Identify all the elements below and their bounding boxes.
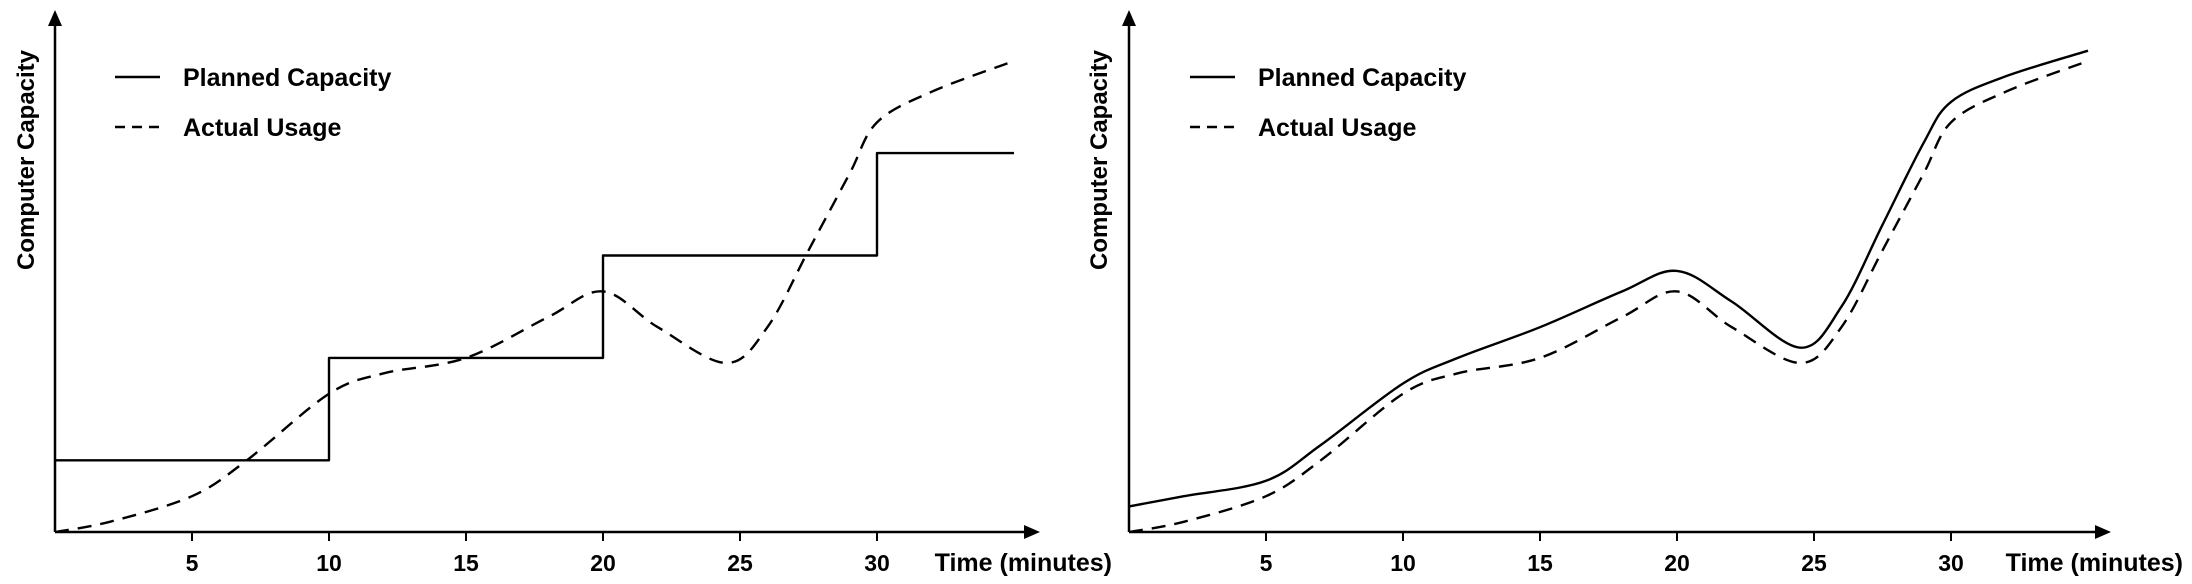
y-axis-label: Computer Capacity — [1086, 49, 1113, 270]
x-axis-label: Time (minutes) — [2006, 549, 2183, 577]
x-tick-label: 10 — [1390, 550, 1416, 576]
x-tick-label: 30 — [1938, 550, 1964, 576]
x-tick-label: 30 — [864, 550, 890, 576]
legend-label-planned-capacity: Planned Capacity — [1258, 64, 1466, 92]
y-axis-arrow — [1122, 10, 1136, 26]
x-tick-label: 25 — [727, 550, 753, 576]
y-axis-arrow — [48, 10, 62, 26]
x-tick-label: 15 — [1527, 550, 1553, 576]
y-axis-label: Computer Capacity — [13, 49, 40, 270]
chart-panel-1: 5 10 15 20 25 30 Time (minutes) Computer Capaci… — [13, 10, 1112, 577]
x-axis-arrow — [2095, 525, 2111, 539]
legend-label-planned-capacity: Planned Capacity — [183, 64, 391, 92]
x-tick-label: 20 — [1664, 550, 1690, 576]
x-tick-label: 15 — [453, 550, 479, 576]
x-tick-label: 5 — [186, 550, 199, 576]
planned-capacity-line — [1128, 49, 2089, 508]
x-tick-label: 10 — [316, 550, 342, 576]
x-tick-label: 25 — [1801, 550, 1827, 576]
x-axis-label: Time (minutes) — [935, 549, 1112, 577]
legend-label-actual-usage: Actual Usage — [183, 114, 341, 142]
chart-panel-2: 5 10 15 20 25 30 Time (minutes) Computer Capaci… — [1086, 10, 2183, 577]
actual-usage-line — [1128, 59, 2089, 534]
actual-usage-line — [54, 59, 1015, 534]
x-tick-label: 20 — [590, 550, 616, 576]
planned-capacity-line — [55, 151, 1014, 462]
x-axis-arrow — [1024, 525, 1040, 539]
legend-label-actual-usage: Actual Usage — [1258, 114, 1416, 142]
x-tick-label: 5 — [1260, 550, 1273, 576]
